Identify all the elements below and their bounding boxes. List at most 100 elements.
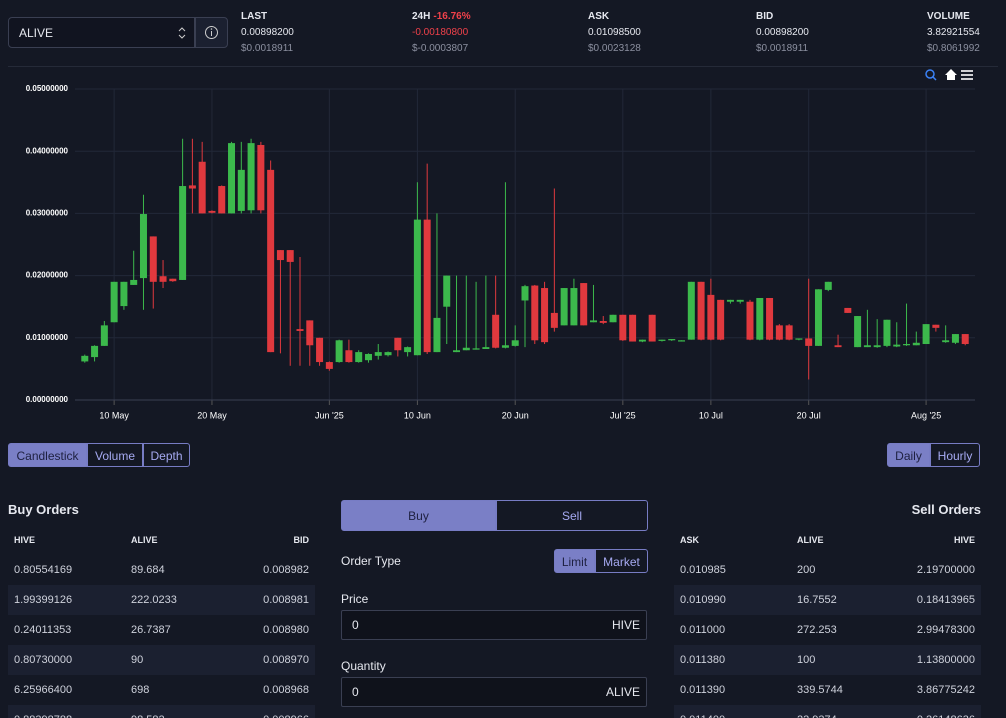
candle-body [355, 352, 363, 363]
candle-body [619, 314, 627, 341]
tab-button[interactable]: Limit [554, 549, 595, 573]
candle-body [316, 337, 324, 363]
stat-usd: $0.8061992 [927, 43, 980, 54]
pair-select[interactable]: ALIVE [8, 17, 195, 48]
candle-body [863, 345, 871, 348]
x-tick-label: 10 Jul [699, 410, 723, 420]
candle-body [609, 314, 617, 323]
divider [8, 66, 998, 67]
candle-body [903, 344, 911, 346]
tab-button[interactable]: Volume [87, 443, 143, 467]
order-cell: 0.008980 [263, 624, 309, 636]
x-tick-label: 20 Jul [797, 410, 821, 420]
order-row[interactable]: 0.011000 272.253 2.99478300 [674, 615, 981, 646]
order-cell: 0.80554169 [14, 564, 73, 576]
order-cell: 0.011000 [680, 624, 726, 636]
order-row[interactable]: 0.011380 100 1.13800000 [674, 645, 981, 676]
candle-body [394, 337, 402, 351]
candle-body [834, 345, 842, 348]
candle-body [345, 350, 353, 363]
candle-body [658, 339, 666, 341]
stat-label: VOLUME [927, 11, 970, 22]
x-tick-label: 10 May [99, 410, 129, 420]
order-cell: 6.25966400 [14, 684, 73, 696]
candle-body [961, 334, 969, 345]
zoom-icon[interactable] [925, 69, 937, 81]
order-row[interactable]: 0.24011353 26.7387 0.008980 [8, 615, 315, 646]
candle-body [247, 143, 255, 211]
order-row[interactable]: 0.88398788 98.582 0.008966 [8, 705, 315, 718]
order-cell: 0.011400 [680, 705, 725, 718]
stat-label: ASK [588, 11, 610, 22]
candle-body [775, 325, 783, 340]
home-icon[interactable] [945, 69, 957, 80]
candle-body [599, 321, 607, 323]
candle-body [629, 314, 637, 342]
candle-body [325, 362, 333, 369]
candle-body [668, 339, 676, 341]
candle-body [824, 281, 832, 290]
menu-icon[interactable] [961, 70, 973, 80]
order-cell: 0.26148636 [917, 705, 975, 718]
order-cell: 698 [131, 684, 150, 696]
candle-body [814, 289, 822, 346]
info-icon [205, 26, 218, 39]
chart-toolbar [925, 69, 973, 81]
candle-body [335, 340, 343, 363]
y-tick-label: 0.02000000 [26, 271, 69, 280]
stat-value: 0.00898200 [241, 27, 294, 38]
tab-button[interactable]: Buy [341, 500, 496, 531]
quantity-value: 0 [352, 685, 359, 699]
candle-body [756, 297, 764, 340]
stat-label: 24H -16.76% [412, 11, 471, 22]
candle-body [912, 342, 920, 346]
order-row[interactable]: 1.99399126 222.0233 0.008981 [8, 585, 315, 616]
candle-body [511, 340, 519, 346]
order-cell: 339.5744 [797, 684, 843, 696]
candle-body [883, 319, 891, 346]
order-row[interactable]: 0.010985 200 2.19700000 [674, 555, 981, 586]
order-cell: 0.008970 [263, 654, 309, 666]
order-cell: 3.86775242 [916, 684, 975, 696]
candle-body [139, 214, 147, 279]
order-row[interactable]: 0.80730000 90 0.008970 [8, 645, 315, 676]
order-row[interactable]: 0.80554169 89.684 0.008982 [8, 555, 315, 586]
tab-button[interactable]: Depth [143, 443, 190, 467]
order-cell: 100 [797, 654, 816, 666]
candle-body [531, 285, 539, 341]
price-input[interactable]: 0 HIVE [341, 610, 647, 640]
candle-body [413, 219, 421, 356]
x-tick-label: 10 Jun [404, 410, 431, 420]
tab-button[interactable]: Sell [496, 500, 648, 531]
candle-body [374, 352, 382, 356]
candle-body [404, 347, 412, 353]
candle-body [678, 340, 686, 342]
order-row[interactable]: 6.25966400 698 0.008968 [8, 675, 315, 706]
candle-body [570, 288, 578, 326]
tab-button[interactable]: Market [595, 549, 648, 573]
order-cell: 0.88398788 [14, 705, 72, 718]
tab-button[interactable]: Daily [887, 443, 930, 467]
x-tick-label: 20 May [197, 410, 227, 420]
info-button[interactable] [195, 17, 228, 48]
order-cell: 0.010985 [680, 564, 726, 576]
candle-body [697, 281, 705, 340]
table-header: HIVE ALIVE BID [8, 525, 315, 556]
tab-button[interactable]: Candlestick [8, 443, 87, 467]
candle-body [785, 325, 793, 340]
candle-body [228, 143, 236, 214]
column-header: ASK [680, 535, 700, 545]
candle-body [550, 312, 558, 328]
order-row[interactable]: 0.011400 22.9374 0.26148636 [674, 705, 981, 718]
order-row[interactable]: 0.010990 16.7552 0.18413965 [674, 585, 981, 616]
candle-body [766, 297, 774, 340]
order-row[interactable]: 0.011390 339.5744 3.86775242 [674, 675, 981, 706]
order-cell: 0.24011353 [14, 624, 72, 636]
candle-body [521, 286, 529, 301]
order-cell: 222.0233 [131, 594, 177, 606]
quantity-input[interactable]: 0 ALIVE [341, 677, 647, 707]
x-tick-label: Jun '25 [315, 410, 344, 420]
candle-body [286, 250, 294, 262]
tab-button[interactable]: Hourly [930, 443, 980, 467]
